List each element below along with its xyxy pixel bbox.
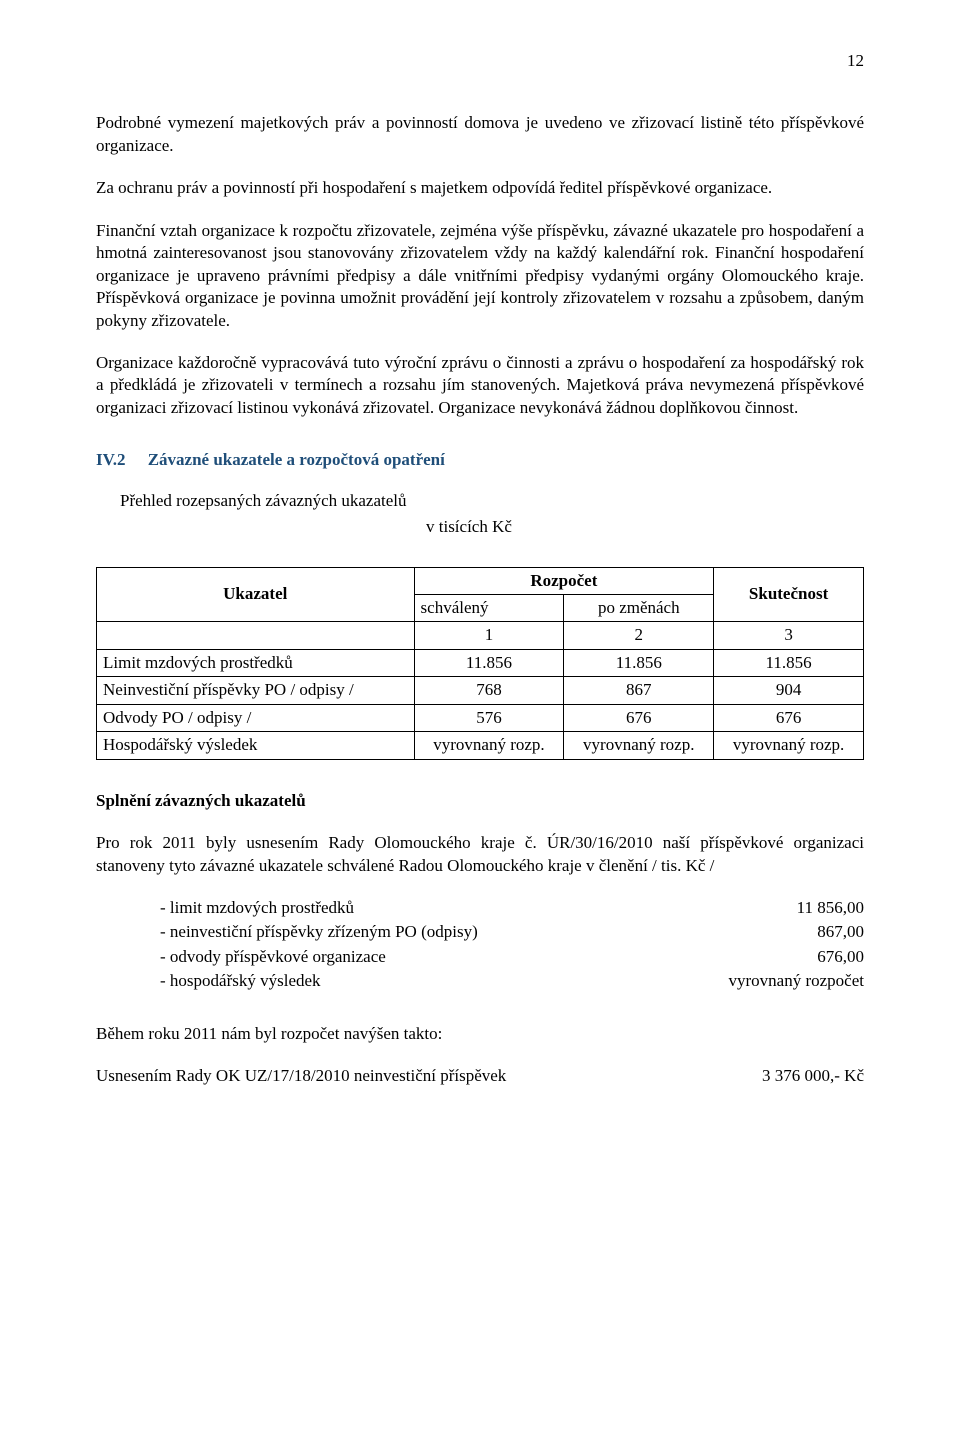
limit-label: - odvody příspěvkové organizace [160,946,386,968]
row-v1: 11.856 [414,649,564,676]
limit-row: - odvody příspěvkové organizace 676,00 [96,946,864,968]
row-label: Odvody PO / odpisy / [97,704,415,731]
colnum-1: 1 [414,622,564,649]
col-skutecnost: Skutečnost [714,567,864,622]
row-v3: 904 [714,677,864,704]
sub-heading: Přehled rozepsaných závazných ukazatelů [96,490,864,512]
section-heading: IV.2 Závazné ukazatele a rozpočtová opat… [96,449,864,471]
footer-right: 3 376 000,- Kč [704,1065,864,1087]
table-row: Hospodářský výsledek vyrovnaný rozp. vyr… [97,732,864,759]
row-v3: vyrovnaný rozp. [714,732,864,759]
col-rozpocet: Rozpočet [414,567,714,594]
row-v2: vyrovnaný rozp. [564,732,714,759]
limit-value: 11 856,00 [704,897,864,919]
row-v1: 768 [414,677,564,704]
limit-label: - limit mzdových prostředků [160,897,354,919]
limit-value: vyrovnaný rozpočet [704,970,864,992]
row-v2: 676 [564,704,714,731]
limit-row: - neinvestiční příspěvky zřízeným PO (od… [96,921,864,943]
splneni-heading: Splnění závazných ukazatelů [96,790,864,812]
row-label: Hospodářský výsledek [97,732,415,759]
table-row: Neinvestiční příspěvky PO / odpisy / 768… [97,677,864,704]
limits-block: - limit mzdových prostředků 11 856,00 - … [96,897,864,993]
paragraph-4: Organizace každoročně vypracovává tuto v… [96,352,864,419]
limit-row: - limit mzdových prostředků 11 856,00 [96,897,864,919]
paragraph-3: Finanční vztah organizace k rozpočtu zři… [96,220,864,332]
col-pozmenach: po změnách [564,595,714,622]
row-v2: 867 [564,677,714,704]
paragraph-1: Podrobné vymezení majetkových práv a pov… [96,112,864,157]
row-v3: 676 [714,704,864,731]
limit-row: - hospodářský výsledek vyrovnaný rozpoče… [96,970,864,992]
col-ukazatel: Ukazatel [97,567,415,622]
paragraph-5: Pro rok 2011 byly usnesením Rady Olomouc… [96,832,864,877]
section-number: IV.2 [96,450,125,469]
colnum-2: 2 [564,622,714,649]
page-number: 12 [96,50,864,72]
indicators-table: Ukazatel Rozpočet Skutečnost schválený p… [96,567,864,760]
limit-label: - neinvestiční příspěvky zřízeným PO (od… [160,921,478,943]
paragraph-2: Za ochranu práv a povinností při hospoda… [96,177,864,199]
table-colnum-row: 1 2 3 [97,622,864,649]
row-v1: vyrovnaný rozp. [414,732,564,759]
section-title: Závazné ukazatele a rozpočtová opatření [148,450,445,469]
footer-row: Usnesením Rady OK UZ/17/18/2010 neinvest… [96,1065,864,1087]
empty-cell [97,622,415,649]
row-label: Neinvestiční příspěvky PO / odpisy / [97,677,415,704]
footer-left: Usnesením Rady OK UZ/17/18/2010 neinvest… [96,1065,506,1087]
row-label: Limit mzdových prostředků [97,649,415,676]
table-row: Limit mzdových prostředků 11.856 11.856 … [97,649,864,676]
row-v3: 11.856 [714,649,864,676]
unit-line: v tisících Kč [96,516,864,538]
paragraph-6: Během roku 2011 nám byl rozpočet navýšen… [96,1023,864,1045]
col-schvaleny: schválený [414,595,564,622]
row-v1: 576 [414,704,564,731]
limit-value: 676,00 [704,946,864,968]
limit-value: 867,00 [704,921,864,943]
table-row: Odvody PO / odpisy / 576 676 676 [97,704,864,731]
row-v2: 11.856 [564,649,714,676]
table-header-row-1: Ukazatel Rozpočet Skutečnost [97,567,864,594]
colnum-3: 3 [714,622,864,649]
limit-label: - hospodářský výsledek [160,970,321,992]
